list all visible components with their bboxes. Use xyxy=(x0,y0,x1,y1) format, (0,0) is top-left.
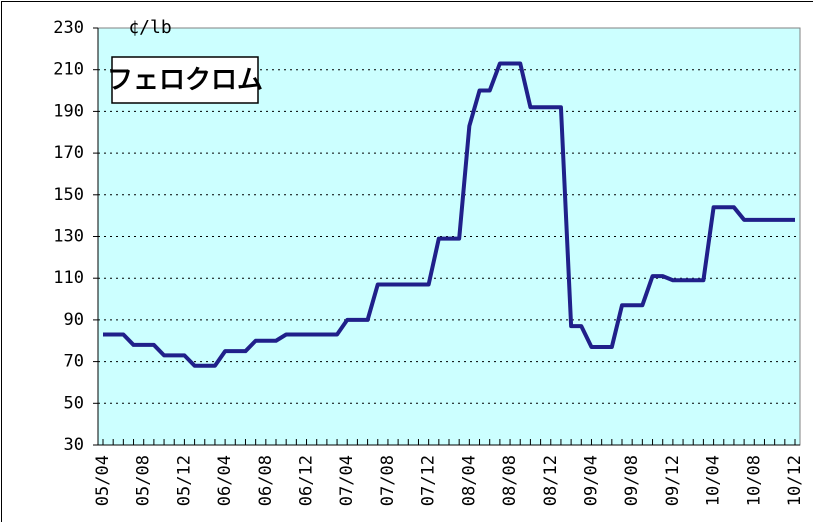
x-tick-label: 09/12 xyxy=(663,455,683,506)
y-tick-label: 30 xyxy=(64,435,84,455)
x-tick-label: 05/04 xyxy=(93,455,113,506)
x-tick-label: 08/04 xyxy=(459,455,479,506)
y-tick-label: 90 xyxy=(64,310,84,330)
x-tick-label: 05/12 xyxy=(174,455,194,506)
y-tick-label: 70 xyxy=(64,352,84,372)
y-tick-label: 190 xyxy=(53,101,84,121)
x-tick-label: 10/04 xyxy=(704,455,724,506)
x-tick-label: 05/08 xyxy=(134,455,154,506)
y-tick-label: 150 xyxy=(53,185,84,205)
x-tick-label: 06/12 xyxy=(297,455,317,506)
x-tick-label: 09/04 xyxy=(581,455,601,506)
y-tick-label: 170 xyxy=(53,143,84,163)
x-tick-label: 06/08 xyxy=(256,455,276,506)
chart-title: フェロクロム xyxy=(107,66,263,96)
y-unit: ¢/lb xyxy=(128,17,171,38)
y-tick-label: 130 xyxy=(53,227,84,247)
x-tick-label: 07/04 xyxy=(337,455,357,506)
y-tick-label: 110 xyxy=(53,268,84,288)
x-tick-label: 10/08 xyxy=(744,455,764,506)
y-tick-label: 210 xyxy=(53,60,84,80)
title-box xyxy=(111,56,259,104)
x-tick-label: 07/08 xyxy=(378,455,398,506)
x-tick-label: 06/04 xyxy=(215,455,235,506)
x-tick-label: 10/12 xyxy=(785,455,805,506)
y-tick-label: 50 xyxy=(64,393,84,413)
x-tick-label: 07/12 xyxy=(419,455,439,506)
data-line xyxy=(103,61,795,368)
x-tick-label: 08/12 xyxy=(541,455,561,506)
y-tick-label: 230 xyxy=(53,18,84,38)
x-tick-label: 08/08 xyxy=(500,455,520,506)
x-tick-label: 09/08 xyxy=(622,455,642,506)
